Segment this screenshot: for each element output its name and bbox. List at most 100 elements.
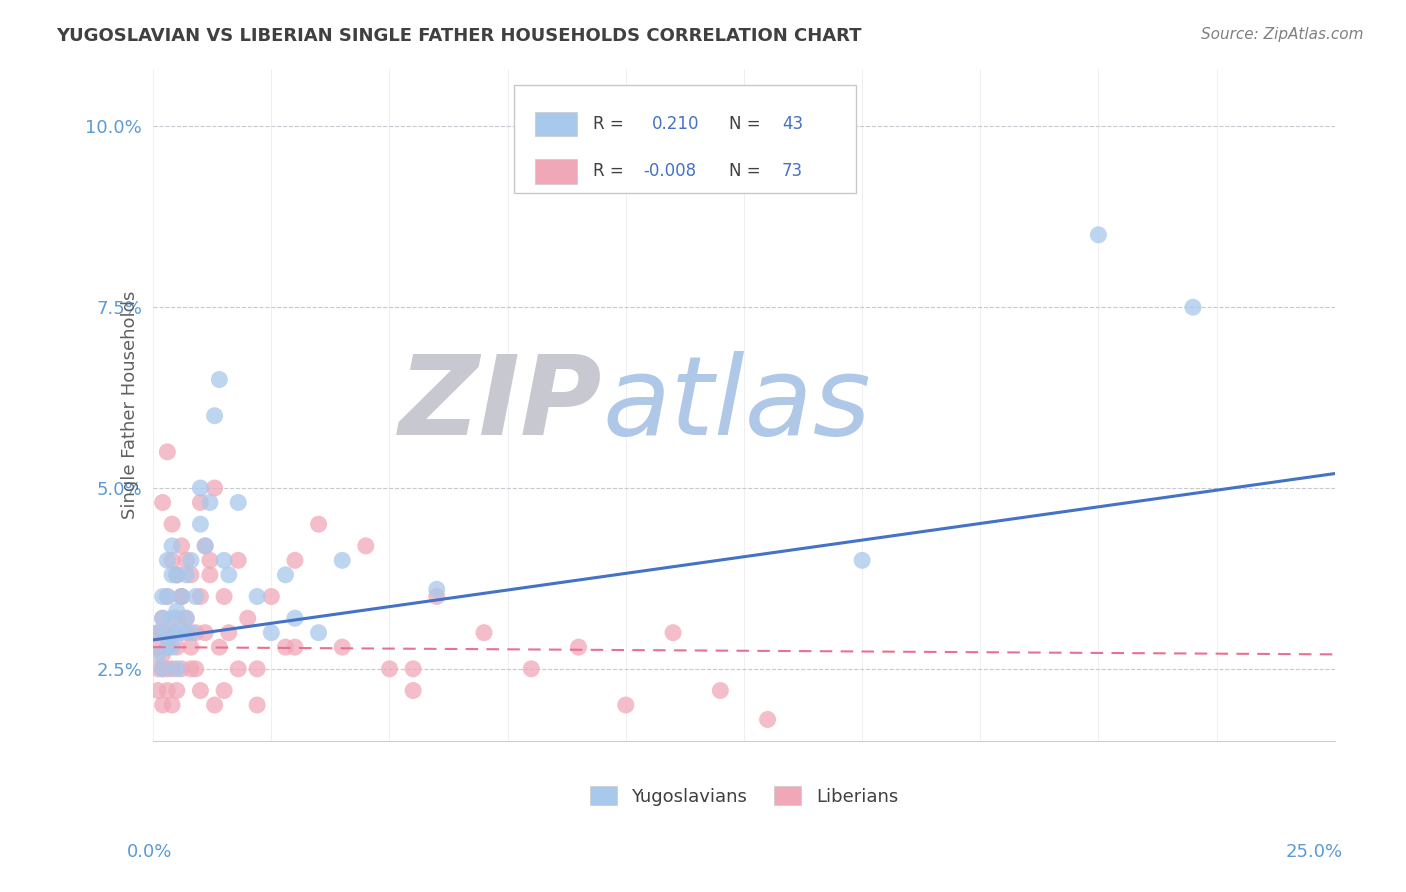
Point [152, 662, 174, 676]
Point [160, 539, 183, 553]
Text: YUGOSLAVIAN VS LIBERIAN SINGLE FATHER HOUSEHOLDS CORRELATION CHART: YUGOSLAVIAN VS LIBERIAN SINGLE FATHER HO… [56, 27, 862, 45]
Point [146, 662, 169, 676]
Point [402, 662, 425, 676]
Point [180, 567, 202, 582]
Point [198, 567, 221, 582]
FancyBboxPatch shape [534, 112, 578, 136]
Point [166, 611, 188, 625]
Point [180, 640, 202, 654]
Point [226, 553, 249, 567]
Point [212, 590, 235, 604]
Point [170, 590, 193, 604]
Point [567, 640, 589, 654]
Text: 25.0%: 25.0% [1285, 843, 1343, 861]
Point [152, 625, 174, 640]
Text: N =: N = [728, 115, 761, 133]
Point [170, 539, 193, 553]
Point [354, 539, 377, 553]
Point [190, 481, 212, 495]
Point [166, 567, 188, 582]
Point [218, 625, 240, 640]
Point [208, 372, 231, 386]
Point [156, 662, 179, 676]
Point [308, 517, 330, 532]
Point [166, 604, 188, 618]
Point [212, 683, 235, 698]
Point [156, 640, 179, 654]
Point [146, 648, 169, 662]
Text: 0.210: 0.210 [652, 115, 699, 133]
Point [426, 582, 449, 597]
Point [198, 553, 221, 567]
Point [174, 567, 197, 582]
Point [160, 553, 183, 567]
Point [166, 683, 188, 698]
Text: 73: 73 [782, 162, 803, 180]
Point [160, 625, 183, 640]
Point [402, 683, 425, 698]
Point [208, 640, 231, 654]
Point [156, 445, 179, 459]
Point [190, 683, 212, 698]
Point [246, 698, 269, 712]
Point [146, 640, 169, 654]
Point [146, 683, 169, 698]
Point [166, 662, 188, 676]
Point [180, 553, 202, 567]
Point [190, 517, 212, 532]
Text: R =: R = [593, 162, 623, 180]
Point [190, 495, 212, 509]
Point [174, 611, 197, 625]
Point [218, 567, 240, 582]
Point [204, 409, 226, 423]
Point [246, 662, 269, 676]
Point [170, 625, 193, 640]
Point [152, 611, 174, 625]
Point [174, 553, 197, 567]
Text: 0.0%: 0.0% [127, 843, 172, 861]
Point [156, 590, 179, 604]
Point [152, 698, 174, 712]
Point [284, 611, 307, 625]
Text: ZIP: ZIP [399, 351, 602, 458]
Point [284, 640, 307, 654]
Point [184, 590, 207, 604]
Point [174, 625, 197, 640]
Point [260, 590, 283, 604]
Point [170, 662, 193, 676]
Point [662, 625, 685, 640]
Point [174, 611, 197, 625]
Point [160, 611, 183, 625]
Point [472, 625, 495, 640]
Point [198, 495, 221, 509]
Point [152, 662, 174, 676]
Point [184, 625, 207, 640]
Point [330, 640, 353, 654]
Point [152, 590, 174, 604]
Point [184, 662, 207, 676]
Point [156, 553, 179, 567]
Point [152, 495, 174, 509]
Point [180, 662, 202, 676]
Point [274, 567, 297, 582]
Point [426, 590, 449, 604]
Point [274, 640, 297, 654]
Point [166, 567, 188, 582]
Point [160, 662, 183, 676]
Point [260, 625, 283, 640]
Point [166, 567, 188, 582]
Text: R =: R = [593, 115, 623, 133]
Point [308, 625, 330, 640]
Point [156, 683, 179, 698]
Point [204, 481, 226, 495]
Point [156, 590, 179, 604]
Point [170, 590, 193, 604]
Point [284, 553, 307, 567]
Point [756, 713, 779, 727]
Point [160, 517, 183, 532]
Point [851, 553, 873, 567]
FancyBboxPatch shape [534, 160, 578, 184]
Point [194, 625, 217, 640]
Point [146, 625, 169, 640]
Point [190, 590, 212, 604]
